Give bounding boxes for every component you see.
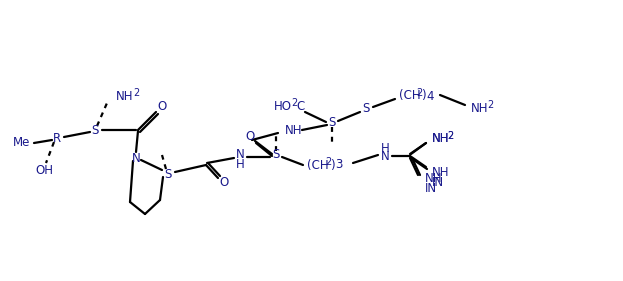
Text: 2: 2	[416, 88, 422, 98]
Text: NH: NH	[432, 133, 450, 146]
Text: (CH: (CH	[307, 158, 328, 171]
Text: NH: NH	[116, 90, 133, 103]
Text: OH: OH	[35, 164, 53, 178]
Text: (CH: (CH	[399, 90, 421, 103]
Text: 2: 2	[325, 157, 331, 167]
Text: HO: HO	[274, 99, 292, 112]
Text: H: H	[381, 142, 389, 155]
Text: NH: NH	[432, 166, 450, 178]
Text: O: O	[158, 101, 166, 114]
Text: 2: 2	[133, 88, 140, 98]
Text: O: O	[245, 130, 255, 142]
Text: 2: 2	[447, 131, 454, 141]
Text: N: N	[381, 149, 389, 162]
Text: NH: NH	[432, 133, 450, 146]
Text: IN: IN	[425, 182, 437, 194]
Text: 4: 4	[426, 90, 434, 103]
Text: O: O	[219, 176, 229, 189]
Text: S: S	[363, 103, 369, 115]
Text: Me: Me	[13, 137, 31, 149]
Text: 2: 2	[291, 98, 297, 108]
Text: NH: NH	[471, 101, 488, 114]
Text: S: S	[328, 115, 336, 128]
Text: S: S	[272, 148, 280, 162]
Text: ): )	[330, 158, 335, 171]
Text: ): )	[421, 90, 426, 103]
Text: IN: IN	[432, 176, 444, 189]
Text: R: R	[53, 132, 61, 144]
Text: C: C	[296, 99, 304, 112]
Text: 3: 3	[335, 158, 343, 171]
Text: N: N	[235, 148, 244, 162]
Text: H: H	[235, 157, 244, 171]
Text: N: N	[131, 151, 140, 164]
Text: 2: 2	[487, 100, 493, 110]
Text: NH: NH	[425, 173, 442, 185]
Text: S: S	[92, 124, 98, 137]
Text: 2: 2	[447, 131, 454, 141]
Text: NH: NH	[285, 124, 303, 137]
Text: S: S	[164, 167, 172, 180]
